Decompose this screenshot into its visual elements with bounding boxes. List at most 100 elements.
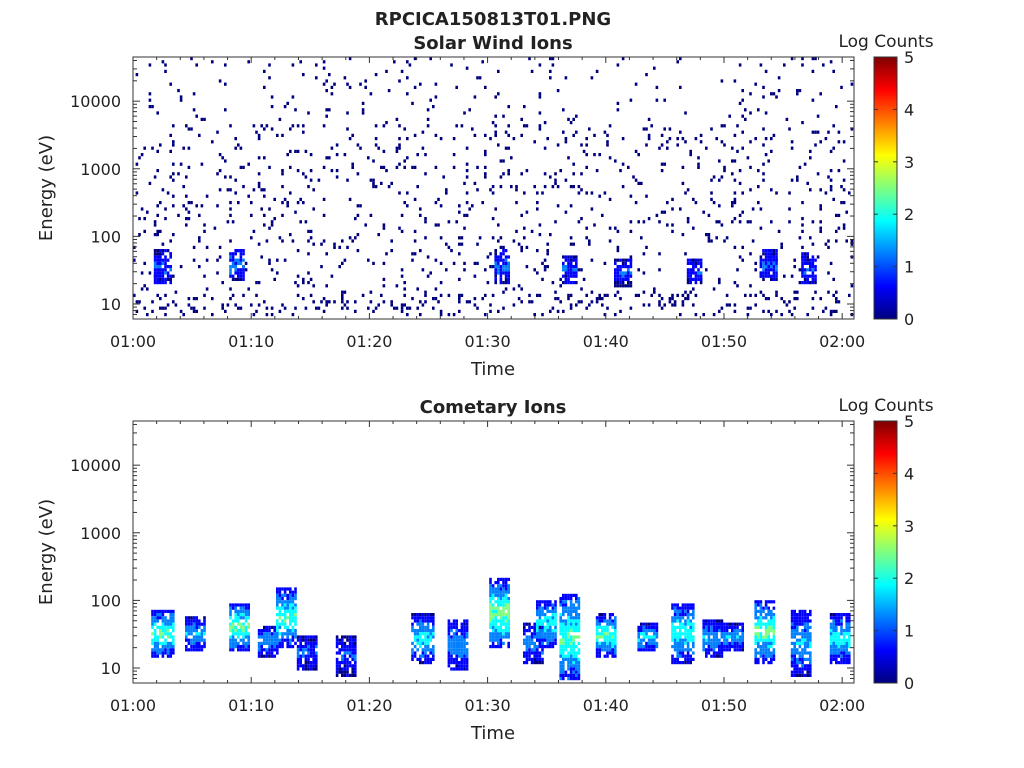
- heatmap-cell: [723, 143, 726, 147]
- heatmap-cell: [504, 265, 508, 269]
- heatmap-cell: [343, 76, 347, 80]
- heatmap-cell: [463, 657, 466, 661]
- heatmap-cell: [302, 124, 305, 128]
- heatmap-cell: [569, 242, 573, 246]
- heatmap-cell: [234, 261, 237, 265]
- heatmap-cell: [736, 638, 739, 642]
- heatmap-cell: [572, 622, 575, 626]
- heatmap-cell: [343, 670, 347, 674]
- heatmap-cell: [156, 277, 159, 281]
- heatmap-cell: [764, 69, 768, 73]
- heatmap-cell: [564, 281, 568, 285]
- heatmap-cell: [351, 645, 354, 649]
- heatmap-cell: [296, 124, 300, 128]
- heatmap-cell: [398, 162, 401, 166]
- heatmap-cell: [757, 619, 760, 623]
- heatmap-cell: [710, 197, 713, 201]
- heatmap-cell: [419, 629, 422, 633]
- heatmap-cell: [637, 645, 640, 649]
- heatmap-cell: [281, 133, 284, 137]
- heatmap-cells: [151, 577, 851, 681]
- heatmap-cell: [463, 619, 466, 623]
- heatmap-cell: [294, 622, 297, 626]
- heatmap-cell: [322, 309, 326, 313]
- heatmap-cell: [819, 92, 822, 96]
- heatmap-cell: [702, 645, 705, 649]
- heatmap-cell: [411, 641, 414, 645]
- heatmap-cell: [762, 641, 765, 645]
- heatmap-cell: [801, 223, 804, 227]
- heatmap-cell: [504, 261, 508, 265]
- heatmap-cell: [497, 223, 500, 227]
- heatmap-cell: [229, 613, 232, 617]
- heatmap-cell: [491, 613, 495, 617]
- heatmap-cell: [564, 255, 568, 259]
- heatmap-cell: [276, 632, 279, 636]
- heatmap-cell: [684, 657, 687, 661]
- heatmap-cell: [229, 616, 232, 620]
- heatmap-cell: [346, 670, 349, 674]
- heatmap-cell: [835, 300, 838, 304]
- heatmap-cell: [767, 600, 770, 604]
- heatmap-cell: [684, 252, 687, 256]
- heatmap-cell: [426, 645, 430, 649]
- heatmap-cell: [276, 597, 279, 601]
- heatmap-cell: [653, 629, 656, 633]
- heatmap-cell: [764, 137, 768, 141]
- heatmap-cell: [169, 281, 172, 285]
- heatmap-cell: [707, 239, 711, 243]
- heatmap-cell: [829, 651, 833, 655]
- heatmap-cell: [809, 625, 812, 629]
- heatmap-cell: [291, 239, 295, 243]
- heatmap-cell: [764, 651, 768, 655]
- heatmap-cell: [504, 581, 508, 585]
- heatmap-cell: [172, 613, 175, 617]
- heatmap-cell: [702, 619, 705, 623]
- heatmap-cell: [762, 651, 765, 655]
- heatmap-cell: [562, 281, 565, 285]
- heatmap-cell: [463, 638, 466, 642]
- heatmap-cell: [434, 297, 438, 301]
- heatmap-cell: [676, 137, 679, 141]
- heatmap-cell: [835, 613, 838, 617]
- heatmap-cell: [265, 629, 269, 633]
- heatmap-cell: [832, 69, 835, 73]
- heatmap-cell: [614, 274, 617, 278]
- heatmap-cell: [195, 641, 198, 645]
- heatmap-cell: [164, 313, 167, 317]
- heatmap-cell: [650, 124, 653, 128]
- heatmap-cell: [767, 255, 770, 259]
- heatmap-cell: [554, 297, 557, 301]
- heatmap-cell: [195, 629, 198, 633]
- heatmap-cell: [806, 651, 809, 655]
- heatmap-cell: [242, 638, 245, 642]
- heatmap-cell: [143, 217, 146, 221]
- heatmap-cell: [138, 156, 141, 160]
- heatmap-cell: [668, 137, 672, 141]
- heatmap-cell: [715, 635, 718, 639]
- heatmap-cell: [156, 648, 159, 652]
- heatmap-cell: [712, 648, 716, 652]
- heatmap-cell: [801, 57, 804, 61]
- heatmap-cell: [231, 629, 235, 633]
- heatmap-cell: [790, 625, 794, 629]
- heatmap-cell: [291, 606, 295, 610]
- heatmap-cell: [772, 638, 776, 642]
- heatmap-cell: [681, 638, 685, 642]
- heatmap-cell: [598, 625, 601, 629]
- heatmap-cell: [203, 638, 206, 642]
- heatmap-cell: [736, 629, 739, 633]
- heatmap-cell: [793, 645, 796, 649]
- heatmap-cell: [832, 619, 835, 623]
- heatmap-cell: [153, 641, 157, 645]
- heatmap-cell: [835, 309, 838, 313]
- heatmap-cell: [595, 300, 599, 304]
- heatmap-cell: [169, 265, 172, 269]
- heatmap-cell: [603, 632, 607, 636]
- heatmap-cell: [803, 613, 807, 617]
- heatmap-cell: [294, 210, 297, 214]
- heatmap-cell: [801, 629, 804, 633]
- heatmap-cell: [793, 648, 796, 652]
- heatmap-cell: [231, 645, 235, 649]
- heatmap-cell: [772, 619, 776, 623]
